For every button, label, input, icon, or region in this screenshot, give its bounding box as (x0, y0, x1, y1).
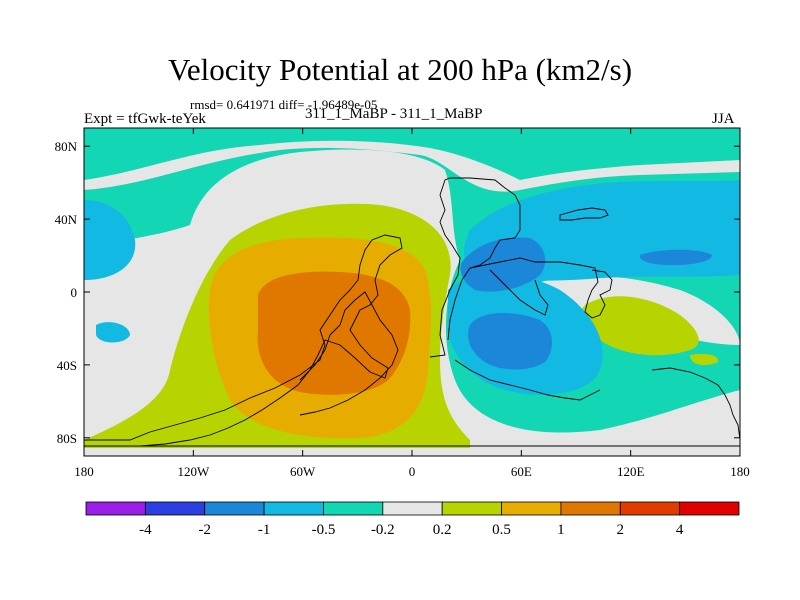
colorbar-swatch (382, 501, 443, 516)
colorbar-swatch (323, 501, 384, 516)
colorbar-label: 2 (617, 522, 625, 538)
colorbar-label: 0.5 (492, 522, 511, 538)
x-axis: 180 120W 60W 0 60E 120E 180 (74, 128, 750, 479)
coastline-south-america-west (299, 291, 399, 416)
y-tick-label: 40N (55, 212, 78, 227)
coastline-arabia (489, 269, 549, 316)
y-tick-label: 80N (55, 139, 78, 154)
colorbar-swatch (441, 501, 502, 516)
coastline-americas (84, 234, 403, 447)
experiment-label: Expt = tfGwk-teYek (84, 111, 206, 127)
x-tick-label: 180 (730, 464, 750, 479)
positive-region-east (580, 296, 719, 366)
y-tick-label: 0 (71, 285, 78, 300)
colorbar-label: 1 (557, 522, 565, 538)
colorbar-swatch (263, 501, 324, 516)
x-tick-label: 60E (511, 464, 532, 479)
colorbar-label: -0.2 (371, 522, 395, 538)
x-tick-label: 60W (290, 464, 316, 479)
y-tick-label: 40S (57, 358, 77, 373)
stats-line: rmsd= 0.641971 diff= -1.96489e-05 (190, 97, 378, 112)
colorbar-swatch (560, 501, 621, 516)
case-label: 311_1_MaBP - 311_1_MaBP (305, 106, 483, 122)
contour-field (84, 128, 740, 456)
colorbar-swatch (85, 501, 146, 516)
colorbar-label: -4 (139, 522, 152, 538)
negative-core-north (460, 237, 546, 292)
colorbar-label: -0.5 (312, 522, 336, 538)
colorbar-swatch (679, 501, 740, 516)
coastline-east-africa (454, 359, 601, 401)
x-tick-label: 120E (617, 464, 645, 479)
colorbar-swatch (144, 501, 206, 516)
y-axis: 80N 40N 0 40S 80S (55, 139, 740, 446)
x-tick-label: 180 (74, 464, 94, 479)
coastline-africa-europe (429, 177, 521, 358)
positive-region-core (257, 271, 411, 395)
coastline-australia (651, 367, 740, 441)
colorbar-swatch (204, 501, 265, 516)
x-tick-label: 120W (177, 464, 210, 479)
colorbar-label: -2 (198, 522, 211, 538)
negative-core-south (468, 313, 552, 370)
negative-core-east (639, 249, 712, 266)
neutral-band-north (84, 140, 740, 192)
chart-title: Velocity Potential at 200 hPa (km2/s) (167, 52, 633, 87)
coastline-siberia (559, 207, 609, 221)
colorbar-label: 4 (676, 522, 684, 538)
colorbar-label: 0.2 (433, 522, 452, 538)
season-label: JJA (712, 111, 735, 127)
negative-region-west (84, 200, 136, 343)
colorbar-swatch (619, 501, 681, 516)
x-tick-label: 0 (409, 464, 416, 479)
y-tick-label: 80S (57, 431, 77, 446)
coastline-asia (469, 257, 613, 319)
colorbar: -4 -2 -1 -0.5 -0.2 0.2 0.5 1 2 4 (85, 501, 740, 538)
colorbar-swatch (501, 501, 562, 516)
colorbar-label: -1 (258, 522, 271, 538)
coastlines (84, 177, 740, 447)
